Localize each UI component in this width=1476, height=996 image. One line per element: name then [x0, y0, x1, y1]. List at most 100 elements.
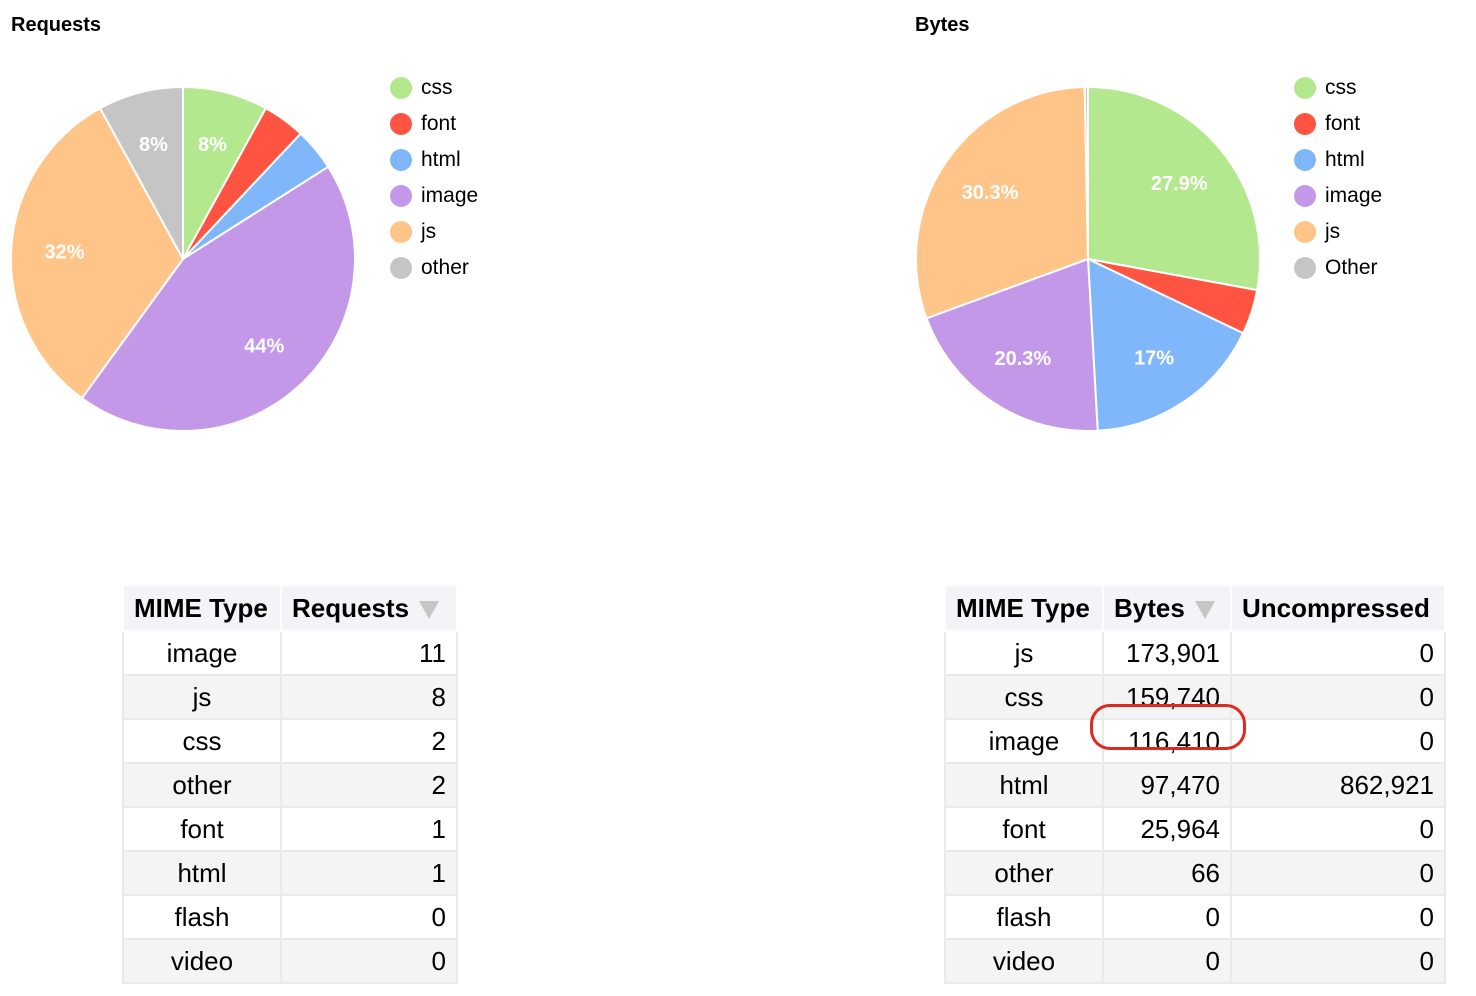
requests-table: MIME Type Requests image 11 js 8 css 2 other 2 f… — [122, 584, 458, 984]
mime-type-cell: video — [944, 938, 1104, 984]
bytes-cell: 159,740 — [1102, 674, 1232, 720]
highlighted-value: 116,410 — [1089, 703, 1246, 757]
mime-type-cell: html — [944, 762, 1104, 808]
uncompressed-header[interactable]: Uncompressed — [1230, 584, 1446, 632]
bytes-slice-image[interactable] — [925, 257, 1099, 432]
table-row[interactable]: js 8 — [122, 674, 458, 720]
table-row[interactable]: css 2 — [122, 718, 458, 764]
legend-label: image — [421, 184, 479, 207]
uncompressed-cell: 0 — [1230, 806, 1446, 852]
mime-type-cell: font — [122, 806, 282, 852]
table-row[interactable]: flash 0 0 — [944, 894, 1446, 940]
requests-legend-item-font[interactable]: font — [390, 106, 478, 142]
bytes-slice-label-html: 17% — [1134, 348, 1174, 370]
mime-type-cell: flash — [944, 894, 1104, 940]
bytes-cell: 97,470 — [1102, 762, 1232, 808]
legend-label: html — [421, 148, 461, 171]
bytes-cell: 0 — [1102, 938, 1232, 984]
bytes-slice-js[interactable] — [915, 86, 1090, 320]
table-row[interactable]: other 2 — [122, 762, 458, 808]
requests-slice-label-js: 32% — [45, 242, 85, 264]
legend-swatch-icon — [1294, 221, 1316, 243]
mime-type-header[interactable]: MIME Type — [122, 584, 282, 632]
bytes-legend: css font html image js Other — [1294, 70, 1382, 286]
table-row[interactable]: video 0 — [122, 938, 458, 984]
bytes-legend-item-font[interactable]: font — [1294, 106, 1382, 142]
legend-swatch-icon — [1294, 257, 1316, 279]
requests-header[interactable]: Requests — [280, 584, 458, 632]
table-row[interactable]: js 173,901 0 — [944, 630, 1446, 676]
mime-type-cell: other — [122, 762, 282, 808]
requests-legend-item-html[interactable]: html — [390, 142, 478, 178]
mime-type-cell: font — [944, 806, 1104, 852]
requests-slice-label-image: 44% — [244, 336, 284, 358]
sort-desc-icon — [1194, 600, 1215, 619]
bytes-slice-other[interactable] — [1083, 85, 1089, 260]
table-row[interactable]: image 11 — [122, 630, 458, 676]
table-row[interactable]: image 116,410 0 — [944, 703, 1446, 764]
mime-type-cell: other — [944, 850, 1104, 896]
bytes-cell: 0 — [1102, 894, 1232, 940]
legend-label: js — [1325, 220, 1341, 243]
bytes-legend-item-html[interactable]: html — [1294, 142, 1382, 178]
legend-swatch-icon — [1294, 113, 1316, 135]
mime-type-cell: css — [944, 674, 1104, 720]
requests-chart-title: Requests — [11, 14, 102, 36]
mime-type-cell: image — [122, 630, 282, 676]
bytes-slice-css[interactable] — [1087, 85, 1261, 292]
mime-type-header[interactable]: MIME Type — [944, 584, 1104, 632]
requests-slice-js[interactable] — [10, 106, 185, 400]
bytes-legend-item-other[interactable]: Other — [1294, 250, 1382, 286]
requests-legend-item-image[interactable]: image — [390, 178, 478, 214]
mime-type-cell: flash — [122, 894, 282, 940]
bytes-legend-item-css[interactable]: css — [1294, 70, 1382, 106]
requests-legend-item-css[interactable]: css — [390, 70, 478, 106]
bytes-header-label: Bytes — [1114, 592, 1185, 623]
bytes-slice-html[interactable] — [1086, 257, 1245, 432]
requests-pie-chart: 8% 44% 32% 8% — [10, 85, 356, 432]
legend-label: css — [1325, 76, 1357, 99]
uncompressed-cell: 862,921 — [1230, 762, 1446, 808]
bytes-slice-label-js: 30.3% — [962, 182, 1019, 204]
bytes-slice-label-css: 27.9% — [1151, 173, 1208, 195]
requests-cell: 2 — [280, 718, 458, 764]
table-row[interactable]: html 1 — [122, 850, 458, 896]
requests-slice-other[interactable] — [98, 85, 184, 260]
uncompressed-cell: 0 — [1230, 718, 1446, 764]
bytes-cell: 25,964 — [1102, 806, 1232, 852]
bytes-cell: 116,410 — [1089, 703, 1246, 764]
uncompressed-cell: 0 — [1230, 850, 1446, 896]
legend-swatch-icon — [390, 113, 412, 135]
table-row[interactable]: html 97,470 862,921 — [944, 762, 1446, 808]
table-row[interactable]: font 1 — [122, 806, 458, 852]
uncompressed-cell: 0 — [1230, 630, 1446, 676]
table-row[interactable]: font 25,964 0 — [944, 806, 1446, 852]
requests-header-label: Requests — [292, 592, 410, 623]
bytes-value: 116,410 — [1127, 725, 1220, 756]
bytes-legend-item-js[interactable]: js — [1294, 214, 1382, 250]
legend-swatch-icon — [390, 185, 412, 207]
requests-slice-image[interactable] — [80, 165, 356, 432]
mime-type-cell: js — [944, 630, 1104, 676]
legend-label: font — [1325, 112, 1361, 135]
bytes-slice-label-image: 20.3% — [994, 348, 1051, 370]
requests-cell: 0 — [280, 894, 458, 940]
requests-legend-item-js[interactable]: js — [390, 214, 478, 250]
requests-legend: css font html image js other — [390, 70, 478, 286]
uncompressed-cell: 0 — [1230, 938, 1446, 984]
bytes-cell: 173,901 — [1102, 630, 1232, 676]
bytes-legend-item-image[interactable]: image — [1294, 178, 1382, 214]
requests-slice-label-css: 8% — [198, 134, 227, 156]
bytes-header[interactable]: Bytes — [1102, 584, 1232, 632]
legend-swatch-icon — [390, 149, 412, 171]
table-row[interactable]: video 0 0 — [944, 938, 1446, 984]
table-row[interactable]: css 159,740 0 — [944, 674, 1446, 720]
sort-desc-icon — [419, 600, 440, 619]
uncompressed-cell: 0 — [1230, 894, 1446, 940]
requests-legend-item-other[interactable]: other — [390, 250, 478, 286]
legend-label: other — [421, 256, 469, 279]
table-row[interactable]: flash 0 — [122, 894, 458, 940]
uncompressed-cell: 0 — [1230, 674, 1446, 720]
table-row[interactable]: other 66 0 — [944, 850, 1446, 896]
mime-type-cell: image — [944, 718, 1104, 764]
